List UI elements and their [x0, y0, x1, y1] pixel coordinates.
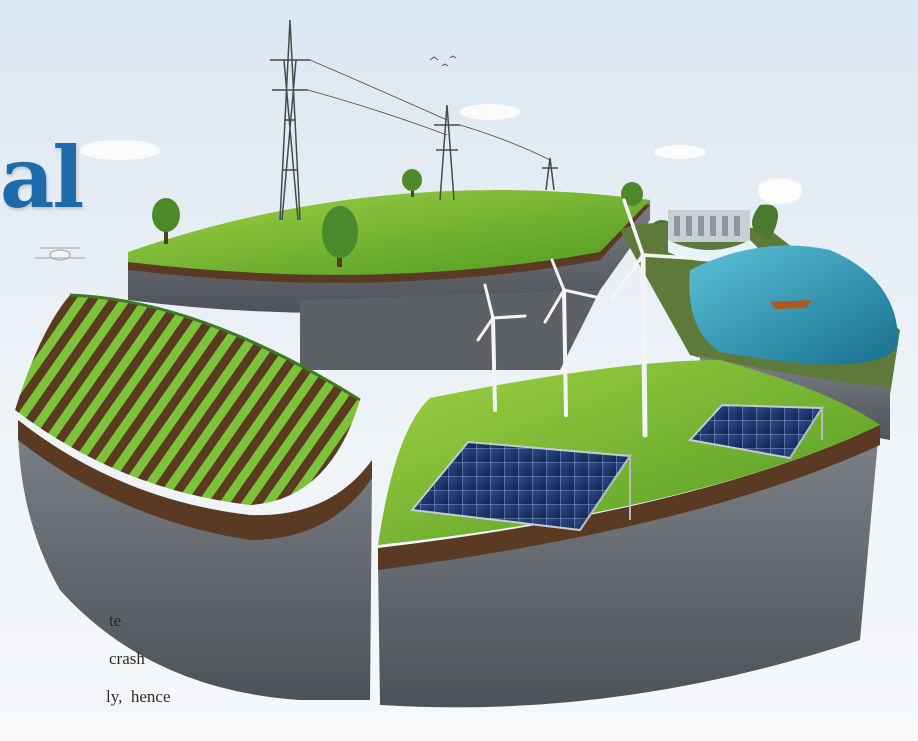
body-text-line-1: te	[109, 611, 122, 630]
back-meadow-block	[128, 189, 650, 370]
dam-lake-block	[620, 178, 900, 440]
solar-panels	[410, 403, 824, 532]
wind-turbines	[476, 198, 692, 438]
body-text-line-3: ly, hence	[106, 687, 171, 706]
drone-icon	[35, 247, 85, 261]
headline-fragment: al	[0, 128, 84, 227]
power-pylons	[270, 19, 558, 221]
crop-field-block	[15, 293, 372, 700]
body-text-line-2: crash	[109, 649, 145, 668]
birds	[429, 55, 457, 67]
